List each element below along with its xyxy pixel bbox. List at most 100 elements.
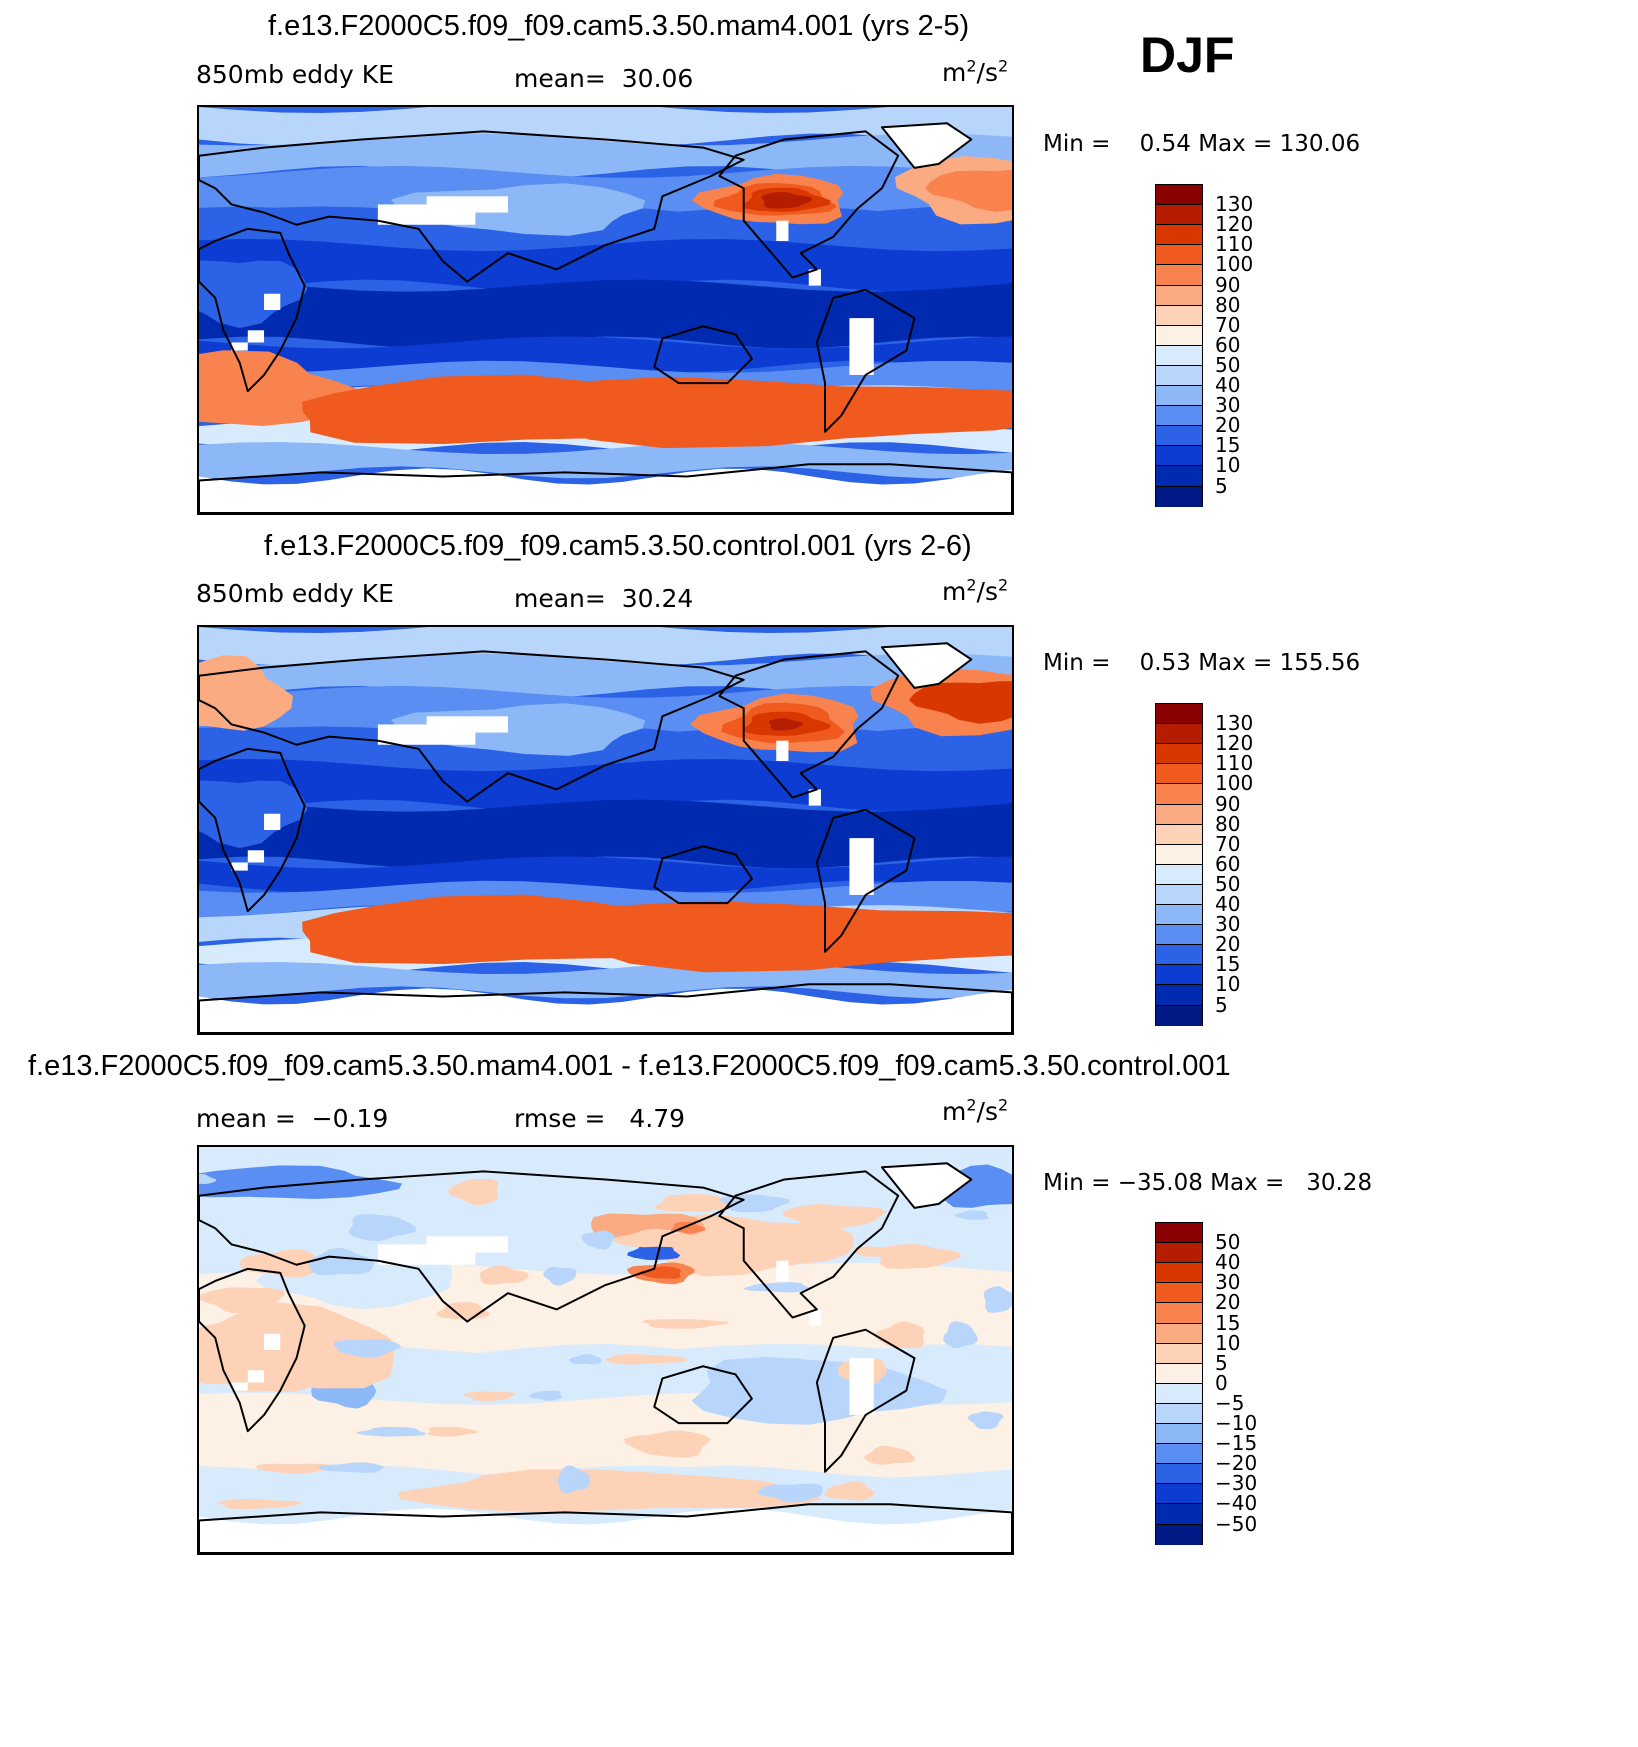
field-feature (611, 1228, 696, 1248)
panel-1-units: m2/s2 (942, 56, 1009, 87)
panel-3-min-value: −35.08 (1117, 1170, 1203, 1196)
colorbar-tick-label: 40 (1215, 892, 1241, 916)
missing-data-patch (426, 196, 508, 213)
field-feature (557, 1465, 591, 1494)
colorbar-tick-label: 40 (1215, 1250, 1241, 1275)
field-feature (463, 1391, 516, 1402)
missing-data-patch (247, 330, 265, 343)
colorbar-swatch (1155, 1443, 1203, 1465)
colorbar-tick-label: 80 (1215, 292, 1241, 317)
map-field (199, 627, 1012, 1033)
missing-data-patch (247, 850, 265, 863)
coastline (653, 845, 753, 905)
field-feature (624, 1430, 711, 1458)
colorbar-swatch (1155, 385, 1203, 407)
greenland-region (881, 1163, 972, 1208)
colorbar-swatch (1155, 924, 1203, 946)
field-feature (199, 655, 293, 731)
coastline (199, 1267, 306, 1433)
panel-2-max-value: 155.56 (1279, 650, 1361, 676)
coastline (880, 1162, 973, 1209)
colorbar-tick-label: −15 (1215, 1431, 1258, 1456)
colorbar-swatch (1155, 405, 1203, 427)
field-feature (953, 1210, 989, 1220)
field-feature (447, 1178, 499, 1206)
field-feature (864, 1445, 916, 1465)
colorbar-swatch (1155, 364, 1203, 386)
field-feature (318, 1462, 384, 1473)
colorbar-tick-label: 0 (1215, 1370, 1228, 1395)
colorbar-tick-label: 110 (1215, 232, 1254, 257)
missing-data-patch (849, 1358, 874, 1415)
field-feature (199, 1165, 403, 1199)
colorbar-swatch (1155, 843, 1203, 865)
field-feature (581, 1230, 616, 1250)
colorbar-tick-label: 30 (1215, 912, 1241, 937)
antarctica-region (199, 988, 1012, 1033)
field-feature (761, 191, 813, 209)
missing-data-patch (808, 269, 821, 286)
field-feature (480, 1265, 529, 1285)
panel-3-max-value: 30.28 (1306, 1170, 1373, 1196)
colorbar-tick-label: 30 (1215, 393, 1241, 418)
field-feature (735, 1393, 805, 1420)
panel-1-max-value: 130.06 (1279, 131, 1361, 157)
colorbar-swatch (1155, 1402, 1203, 1424)
panel-3-rmse-value: 4.79 (629, 1104, 686, 1133)
colorbar-tick-label: 40 (1215, 373, 1241, 397)
colorbar-swatch (1155, 204, 1203, 226)
panel-1-mean: mean= 30.06 (514, 64, 693, 93)
panel-2-mean: mean= 30.24 (514, 584, 693, 613)
missing-data-patch (776, 220, 789, 241)
colorbar-tick-label: 30 (1215, 1270, 1241, 1295)
colorbar-tick-label: 15 (1215, 1310, 1241, 1335)
panel-3-rmse: rmse = 4.79 (514, 1104, 686, 1133)
panel-1-map (197, 105, 1014, 515)
field-feature (568, 1354, 602, 1365)
field-feature (495, 376, 1012, 449)
field-feature (853, 1246, 903, 1257)
coastline (653, 1365, 753, 1425)
missing-data-patch (426, 716, 508, 733)
colorbar-tick-label: 5 (1215, 473, 1228, 498)
colorbar-tick-label: 50 (1215, 352, 1241, 377)
field-feature (605, 1353, 687, 1365)
field-band (199, 799, 1012, 869)
coastline (718, 130, 900, 279)
coastline (815, 288, 916, 433)
colorbar-swatch (1155, 743, 1203, 765)
colorbar-swatch (1155, 244, 1203, 266)
colorbar-tick-label: 120 (1215, 212, 1254, 237)
coastline (199, 1503, 1012, 1553)
field-feature (654, 1194, 742, 1212)
field-band (199, 441, 1012, 479)
colorbar-swatch (1155, 984, 1203, 1006)
antarctica-region (199, 468, 1012, 513)
colorbar-tick-label: 50 (1215, 871, 1241, 896)
colorbar-tick-label: 90 (1215, 272, 1241, 297)
panel-3-title: f.e13.F2000C5.f09_f09.cam5.3.50.mam4.001… (28, 1050, 1231, 1082)
colorbar-tick-label: 80 (1215, 811, 1241, 836)
colorbar-tick-label: 100 (1215, 771, 1254, 796)
colorbar-swatch (1155, 445, 1203, 467)
field-feature (199, 1302, 395, 1389)
colorbar-tick-label: 20 (1215, 413, 1241, 438)
colorbar-swatch (1155, 264, 1203, 286)
field-feature (782, 1203, 887, 1230)
colorbar-swatch (1155, 1523, 1203, 1545)
panel-3-map (197, 1145, 1014, 1555)
colorbar-swatch (1155, 1382, 1203, 1404)
colorbar-swatch (1155, 485, 1203, 507)
field-feature (670, 1221, 706, 1235)
field-feature (398, 1469, 824, 1513)
field-feature (967, 1411, 1004, 1430)
colorbar-tick-label: 90 (1215, 791, 1241, 816)
colorbar-tick-label: −5 (1215, 1390, 1245, 1415)
colorbar-swatch (1155, 703, 1203, 725)
coastline (880, 122, 973, 169)
colorbar-swatch (1155, 863, 1203, 885)
coastline (815, 808, 916, 953)
missing-data-patch (426, 1236, 508, 1253)
colorbar-tick-label: 70 (1215, 831, 1241, 856)
coastline (199, 650, 745, 803)
